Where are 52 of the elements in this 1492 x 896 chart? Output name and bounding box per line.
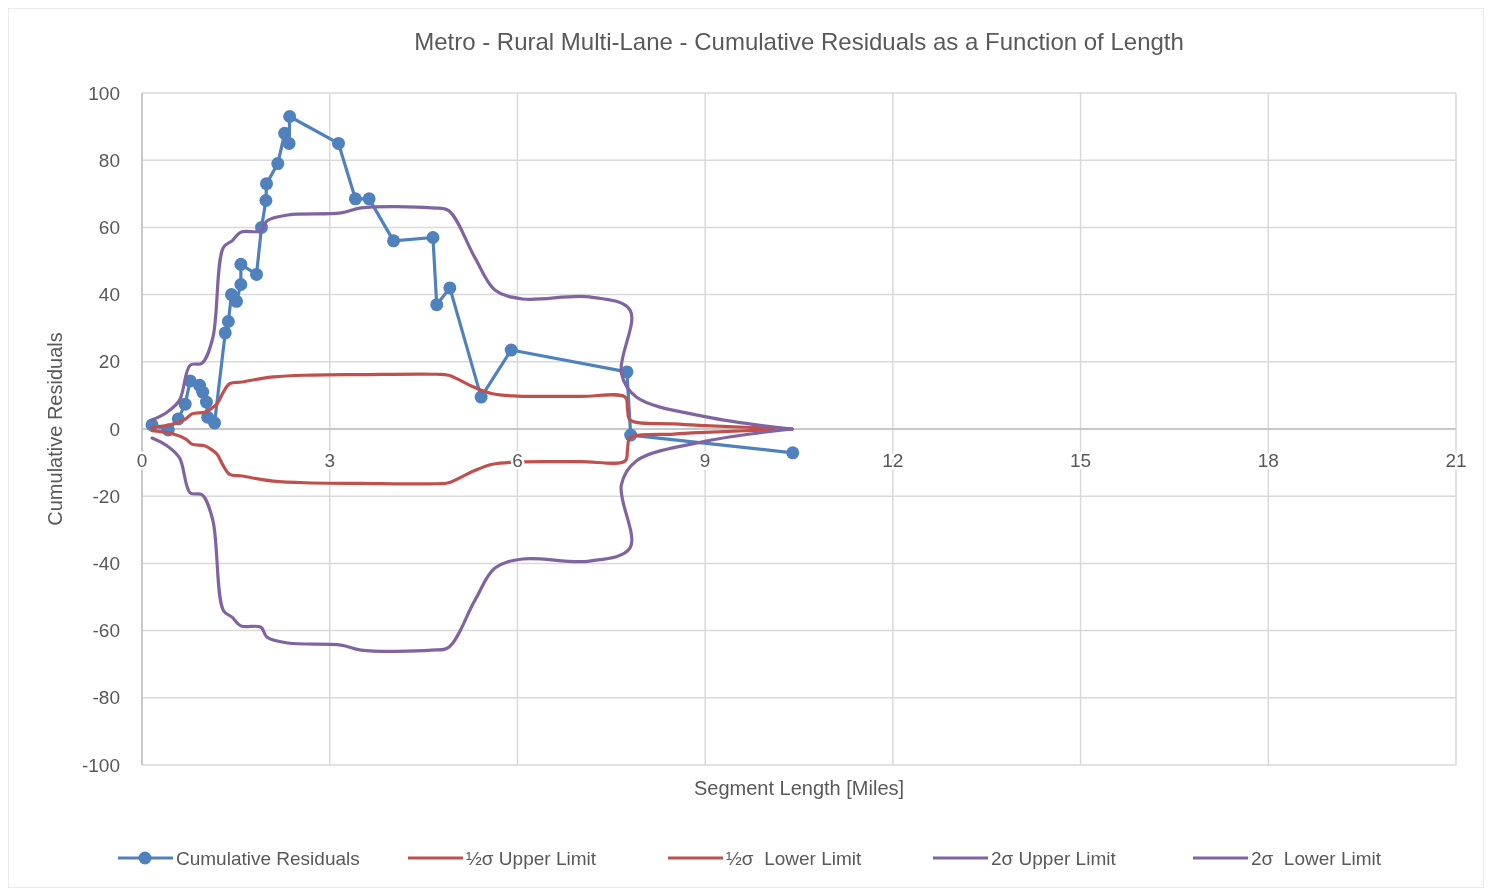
point [786,446,800,460]
y-tick-label: -80 [92,687,120,709]
point [218,326,232,340]
y-tick-label: -20 [92,485,120,507]
point [250,267,264,281]
x-tick-label: 3 [324,450,335,471]
point [362,192,376,206]
legend-label: Cumulative Residuals [176,847,360,869]
point [229,294,243,308]
point [259,194,273,208]
x-tick-label: 12 [882,450,904,471]
x-tick-label: 0 [136,450,148,471]
y-tick-label: 80 [98,149,120,171]
point [260,177,274,191]
y-tick-label: -60 [92,620,120,642]
point [234,257,248,271]
y-axis-title: Cumulative Residuals [44,332,66,526]
point [504,343,518,357]
point [331,136,345,150]
point [208,416,222,430]
x-tick-label: 15 [1070,450,1092,471]
legend-label: 2σ Upper Limit [991,847,1117,869]
point [282,136,296,150]
point [430,298,444,312]
x-tick-label: 18 [1257,450,1279,471]
x-axis-title: Segment Length [Miles] [693,777,905,799]
point [426,230,440,244]
chart-title: Metro - Rural Multi-Lane - Cumulative Residuals as a Function of Length [414,28,1184,55]
y-tick-label: 60 [98,217,120,239]
y-tick-label: 0 [109,418,120,440]
x-tick-label: 21 [1445,450,1467,471]
y-tick-label: 40 [98,284,120,306]
point [387,234,401,248]
legend-label: ½σ Lower Limit [726,847,862,869]
point [348,192,362,206]
point [474,390,488,404]
point [196,385,210,399]
point [278,126,292,140]
y-tick-label: 20 [98,351,120,373]
point [178,397,192,411]
x-tick-label: 9 [699,450,711,471]
legend-label: 2σ Lower Limit [1251,847,1382,869]
legend-label: ½σ Upper Limit [466,847,597,869]
point [234,278,248,292]
point [271,157,285,171]
point [283,110,297,124]
point [443,281,457,295]
y-tick-label: -40 [92,553,120,575]
y-tick-label: 100 [88,82,120,104]
point [221,314,235,328]
point [199,395,213,409]
y-tick-label: -100 [81,754,120,776]
